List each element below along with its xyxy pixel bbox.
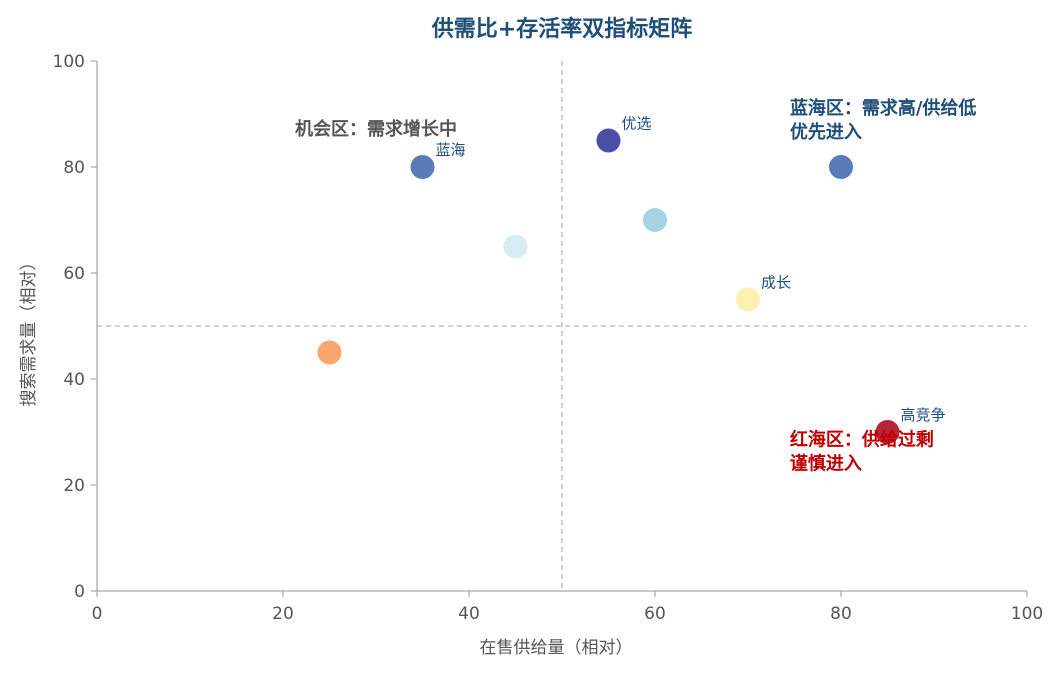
- zone-annotation-blue_ocean: 优先进入: [790, 121, 862, 143]
- y-tick-label: 100: [53, 52, 85, 72]
- x-tick-label: 40: [458, 604, 480, 624]
- y-axis-ticks: 0 20 40 60 80 100: [53, 52, 97, 602]
- y-axis-title: 搜索需求量（相对）: [19, 254, 39, 407]
- data-point: [596, 128, 621, 153]
- data-point: [503, 234, 528, 259]
- reference-lines: [97, 61, 1027, 591]
- chart-title: 供需比+存活率双指标矩阵: [431, 16, 692, 42]
- x-axis-title: 在售供给量（相对）: [480, 638, 633, 658]
- y-tick-label: 80: [63, 158, 85, 178]
- zone-annotation-opportunity: 机会区：需求增长中: [295, 118, 457, 140]
- zone-annotation-blue_ocean: 蓝海区：需求高/供给低: [790, 97, 977, 119]
- data-point: [829, 155, 853, 179]
- x-tick-label: 0: [92, 604, 103, 624]
- data-point: [410, 155, 435, 179]
- data-point: [875, 420, 900, 444]
- y-tick-label: 20: [63, 476, 85, 496]
- x-tick-label: 80: [830, 604, 852, 624]
- data-points: [317, 128, 900, 444]
- y-tick-label: 40: [63, 370, 85, 390]
- point-label: 高竞争: [901, 406, 946, 424]
- x-axis-ticks: 0 20 40 60 80 100: [92, 591, 1043, 624]
- zone-annotation-red_ocean: 谨慎进入: [790, 452, 862, 474]
- y-tick-label: 60: [63, 264, 85, 284]
- y-tick-label: 0: [74, 582, 85, 602]
- data-point: [643, 208, 667, 232]
- axes: [96, 61, 1027, 592]
- x-tick-label: 100: [1011, 604, 1043, 624]
- data-point: [317, 340, 342, 365]
- x-tick-label: 60: [644, 604, 666, 624]
- data-point: [736, 287, 760, 312]
- point-label: 成长: [761, 274, 791, 292]
- point-label: 优选: [622, 115, 652, 133]
- point-label: 蓝海: [436, 141, 466, 159]
- x-tick-label: 20: [272, 604, 294, 624]
- zone-annotation-red_ocean: 红海区：供给过剩: [790, 428, 934, 450]
